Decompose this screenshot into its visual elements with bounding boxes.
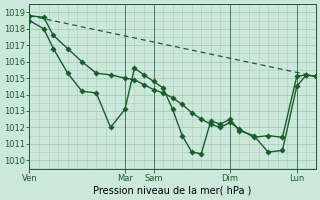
X-axis label: Pression niveau de la mer( hPa ): Pression niveau de la mer( hPa ) [93,186,252,196]
